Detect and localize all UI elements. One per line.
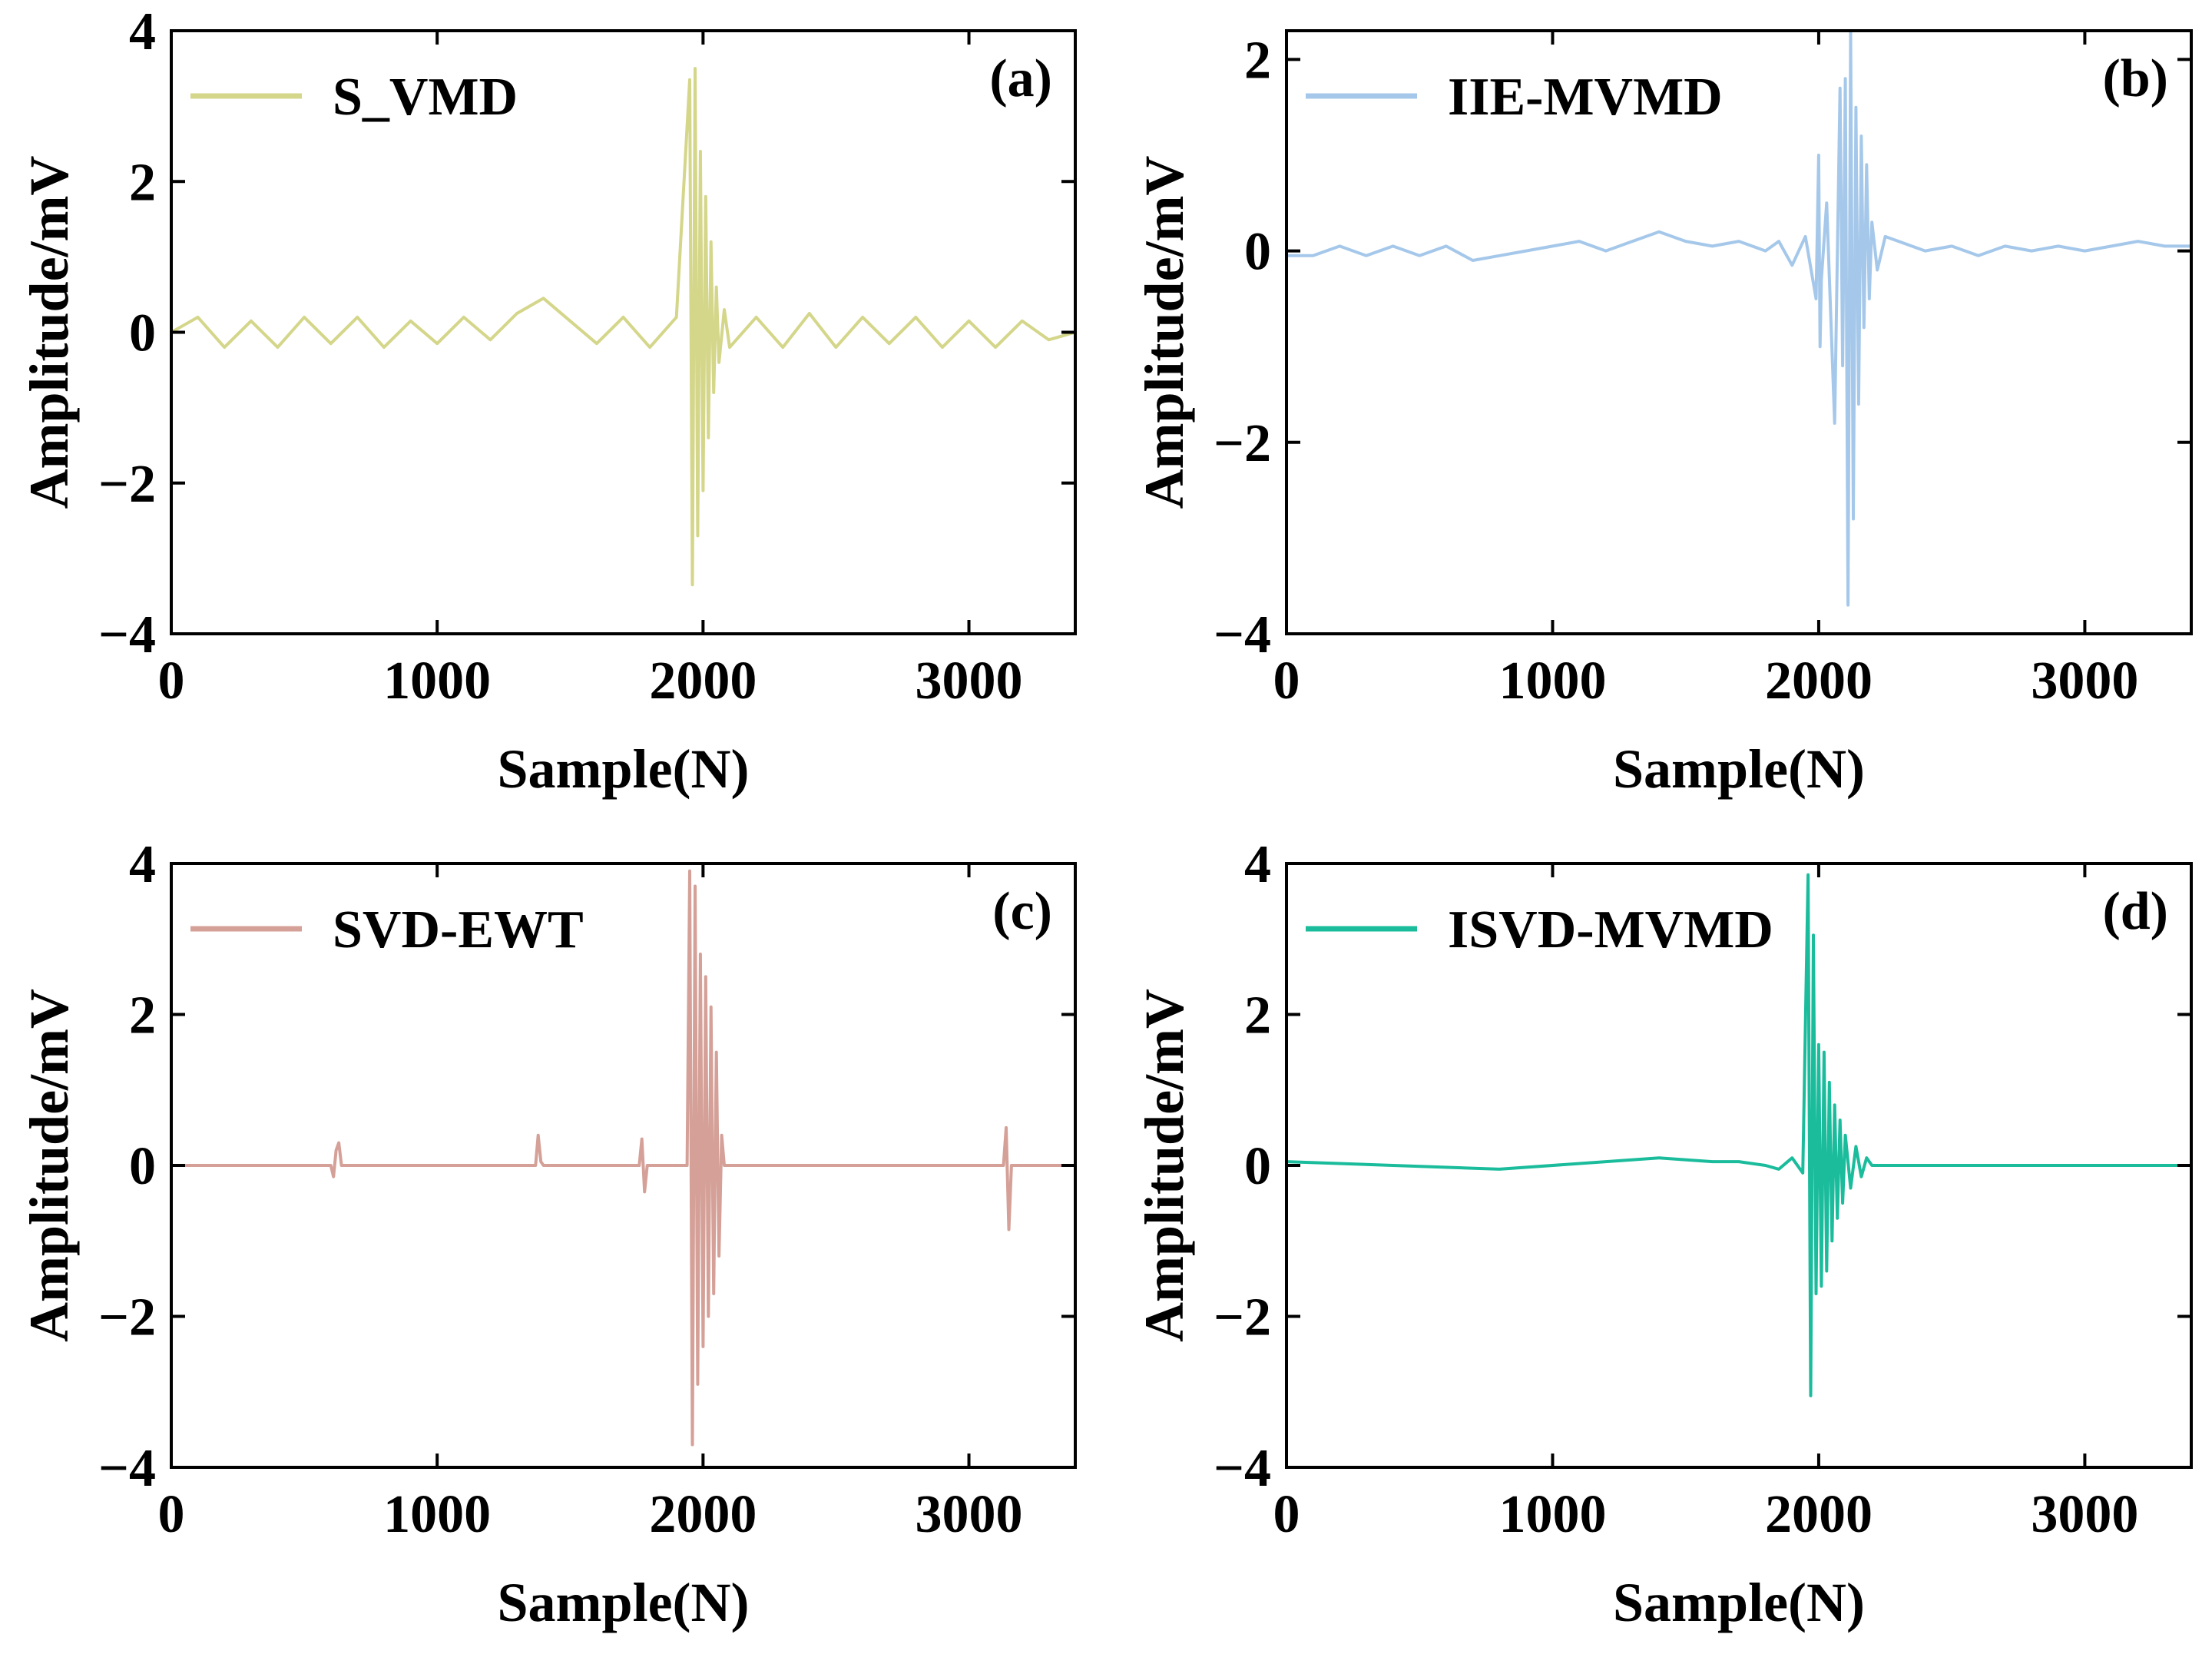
legend-label: S_VMD	[333, 68, 518, 127]
y-tick-label: 0	[1244, 223, 1271, 282]
x-axis-label: Sample(N)	[498, 738, 750, 800]
panel-tag: (c)	[992, 882, 1052, 941]
x-tick-label: 0	[1273, 651, 1300, 711]
y-tick-label: 2	[129, 986, 156, 1046]
y-tick-label: 4	[129, 835, 156, 894]
y-tick-label: 2	[1244, 986, 1271, 1046]
x-tick-label: 2000	[1765, 1485, 1873, 1544]
x-tick-label: 3000	[916, 1485, 1023, 1544]
panel-tag: (d)	[2102, 882, 2168, 941]
y-tick-label: −4	[1214, 605, 1271, 665]
x-axis-label: Sample(N)	[498, 1572, 750, 1633]
axes-frame	[170, 29, 1077, 635]
x-tick-label: 3000	[2031, 651, 2138, 711]
x-axis-label: Sample(N)	[1613, 738, 1865, 800]
series-line-1	[1286, 31, 2191, 607]
series-line-1	[1286, 873, 2191, 1397]
x-tick-label: 2000	[649, 1485, 757, 1544]
x-tick-label: 1000	[1498, 1485, 1606, 1544]
legend-label: IIE-MVMD	[1448, 68, 1723, 127]
x-tick-label: 1000	[383, 651, 491, 711]
x-tick-label: 0	[1273, 1485, 1300, 1544]
y-tick-label: −2	[98, 1288, 156, 1347]
chart-panel-3: 0 1000 2000 3000 −4 −2 0 2 4 Sample(N) Amplitude/m…	[18, 835, 1077, 1633]
y-tick-label: 4	[129, 2, 156, 61]
x-tick-label: 1000	[1498, 651, 1606, 711]
x-tick-label: 1000	[383, 1485, 491, 1544]
series-line-1	[171, 869, 1075, 1447]
x-tick-label: 0	[158, 1485, 185, 1544]
legend-label: SVD-EWT	[333, 900, 584, 960]
x-tick-label: 0	[158, 651, 185, 711]
x-tick-label: 3000	[916, 651, 1023, 711]
y-tick-label: −2	[1214, 1288, 1271, 1347]
y-axis-label: Amplitude/mV	[1134, 989, 1195, 1342]
y-tick-label: 2	[129, 153, 156, 212]
axes-frame	[1285, 29, 2193, 635]
y-tick-label: −4	[1214, 1439, 1271, 1498]
y-tick-label: 0	[129, 304, 156, 363]
y-tick-label: 0	[1244, 1137, 1271, 1196]
y-tick-label: −4	[98, 1439, 156, 1498]
y-axis-label: Amplitude/mV	[18, 989, 80, 1342]
y-axis-label: Amplitude/mV	[18, 155, 80, 509]
x-tick-label: 2000	[1765, 651, 1873, 711]
chart-panel-2: 0 1000 2000 3000 −4 −2 0 2 Sample(N) Amplitude/mV…	[1134, 29, 2193, 800]
chart-panel-1: 0 1000 2000 3000 −4 −2 0 2 4 Sample(N) Amplitude/m…	[18, 2, 1077, 800]
y-tick-label: −4	[98, 605, 156, 665]
panel-tag: (a)	[989, 49, 1052, 108]
panels-group: 0 1000 2000 3000−4−2024Sample(N)Amplitude/m…	[18, 2, 2193, 1633]
y-tick-label: −2	[1214, 414, 1271, 473]
x-tick-label: 3000	[2031, 1485, 2138, 1544]
y-axis-label: Amplitude/mV	[1134, 155, 1195, 509]
panel-tag: (b)	[2102, 49, 2168, 108]
y-tick-label: 4	[1244, 835, 1271, 894]
chart-panel-4: 0 1000 2000 3000 −4 −2 0 2 4 Sample(N) Amplitude/m…	[1134, 835, 2193, 1633]
legend-label: ISVD-MVMD	[1448, 900, 1773, 960]
series-line-1	[171, 67, 1075, 587]
y-tick-label: 0	[129, 1137, 156, 1196]
x-tick-label: 2000	[649, 651, 757, 711]
y-tick-label: −2	[98, 455, 156, 514]
y-tick-label: 2	[1244, 31, 1271, 90]
x-axis-label: Sample(N)	[1613, 1572, 1865, 1633]
